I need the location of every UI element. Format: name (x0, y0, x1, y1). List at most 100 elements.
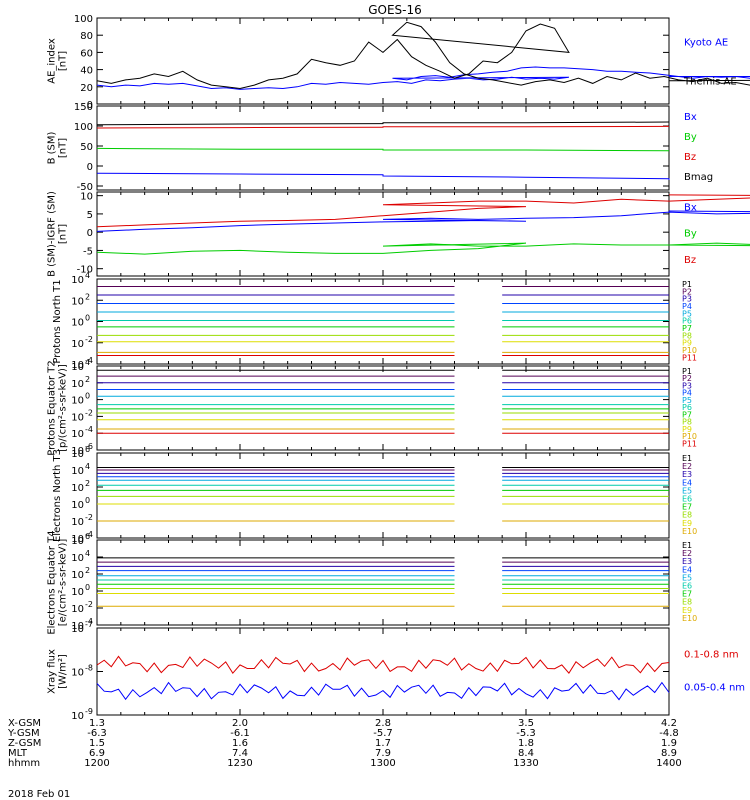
legend-entry: P6 (682, 403, 692, 412)
panel-ee: Electrons Equator T4 [e/(cm²-s-sr-keV)]10… (47, 530, 698, 634)
y-tick-exponent: 4 (85, 271, 90, 280)
y-tick-label: 10 (71, 360, 84, 371)
y-tick-exponent: 2 (85, 566, 90, 575)
ephemeris-value: 1.3 (89, 718, 105, 729)
y-axis-label: [nT] (58, 224, 69, 244)
y-tick-exponent: 6 (85, 532, 90, 541)
panel-frame (96, 278, 670, 365)
xray-series-line (96, 655, 670, 675)
xray-series-line (96, 681, 670, 701)
y-tick-label: 10 (71, 570, 84, 581)
legend-entry: P4 (682, 302, 692, 311)
y-tick-label: 0 (87, 228, 93, 239)
y-tick-label: 10 (71, 604, 84, 615)
legend-entry: P5 (682, 309, 692, 318)
panel-bigrf: B (SM)-IGRF (SM) [nT] -10 -5 0 5 10 Bx By Bz (47, 191, 750, 277)
legend-entry: E7 (682, 590, 692, 599)
legend-entry: E9 (682, 606, 692, 615)
y-tick-label: 10 (71, 711, 84, 722)
y-tick-label: 10 (71, 587, 84, 598)
y-tick-label: 40 (80, 66, 93, 77)
y-axis-label: [nT] (58, 138, 69, 158)
ephemeris-value: -5.7 (373, 728, 393, 739)
legend-entry: P2 (682, 374, 692, 383)
legend-entry: P10 (682, 346, 697, 355)
y-tick-label: 10 (71, 536, 84, 547)
y-tick-label: 10 (71, 275, 84, 286)
ephemeris-value: 3.5 (518, 718, 534, 729)
panel-bsm: B (SM) [nT] -50 0 50 100 150 Bx By Bz Bmag (47, 102, 714, 193)
y-tick-label: 10 (71, 362, 84, 373)
legend-entry: Themis AE (683, 76, 737, 87)
legend-entry: E8 (682, 511, 692, 520)
ephemeris-table: X-GSM 1.3 2.0 2.8 3.5 4.2 Y-GSM -6.3 -6.1 -5.7 -5.… (7, 718, 682, 769)
legend-entry: P8 (682, 331, 692, 340)
y-tick-exponent: -4 (85, 356, 93, 365)
legend-entry: E10 (682, 527, 697, 536)
legend-entry: Bmag (684, 172, 713, 183)
legend-entry: E7 (682, 503, 692, 512)
y-axis-label: Electrons Equator T4 (47, 530, 58, 634)
y-tick-exponent: 0 (85, 314, 90, 323)
series-line-bmag (96, 121, 670, 126)
ephemeris-row-label: Z-GSM (8, 738, 41, 749)
ephemeris-value: -5.3 (516, 728, 536, 739)
legend-entry: 0.05-0.4 nm (684, 683, 745, 694)
y-tick-exponent: 2 (85, 292, 90, 301)
y-tick-label: 10 (71, 429, 84, 440)
ephemeris-value: 7.4 (232, 748, 248, 759)
ephemeris-value: 8.9 (661, 748, 677, 759)
y-tick-label: 10 (71, 621, 84, 632)
ephemeris-row-label: MLT (8, 748, 28, 759)
ephemeris-value: 1300 (370, 758, 395, 769)
legend-entry: Bz (684, 255, 696, 266)
y-tick-exponent: -2 (85, 600, 93, 609)
series-line-bx (96, 172, 670, 180)
ephemeris-value: -4.8 (659, 728, 679, 739)
y-tick-exponent: 6 (85, 445, 90, 454)
panel-frame (96, 17, 670, 105)
legend-entry: P7 (682, 324, 692, 333)
legend-entry: P3 (682, 295, 692, 304)
ephemeris-value: 2.8 (375, 718, 391, 729)
ephemeris-value: 1.6 (232, 738, 248, 749)
legend-entry: E6 (682, 582, 692, 591)
panel-frame (96, 452, 670, 539)
legend-entry: P1 (682, 367, 692, 376)
legend-entry: P2 (682, 287, 692, 296)
y-tick-label: 10 (71, 396, 84, 407)
y-axis-label: B (SM)-IGRF (SM) (47, 191, 58, 277)
y-tick-exponent: -4 (85, 617, 93, 626)
y-tick-exponent: -7 (85, 620, 93, 629)
y-axis-label: Electrons North T3 (52, 449, 63, 542)
legend-entry: E4 (682, 565, 692, 574)
y-tick-exponent: 0 (85, 496, 90, 505)
legend-entry: By (684, 229, 697, 240)
series-line-bz (96, 125, 670, 129)
legend-entry: E3 (682, 557, 692, 566)
y-tick-label: 10 (71, 517, 84, 528)
y-tick-exponent: 4 (85, 549, 90, 558)
legend-entry: E5 (682, 486, 692, 495)
legend-entry: Kyoto AE (684, 37, 728, 48)
y-tick-label: 10 (71, 318, 84, 329)
panel-frame (96, 539, 670, 626)
legend-entry: P11 (682, 353, 697, 362)
y-tick-label: 80 (80, 31, 93, 42)
ephemeris-value: 1230 (227, 758, 252, 769)
y-tick-label: 150 (74, 102, 93, 113)
y-tick-label: -50 (77, 182, 93, 193)
y-tick-exponent: -2 (85, 335, 93, 344)
legend-entry: E9 (682, 519, 692, 528)
panel-frame (96, 627, 670, 716)
y-tick-label: 10 (71, 449, 84, 460)
legend-entry: P8 (682, 418, 692, 427)
y-tick-exponent: 2 (85, 479, 90, 488)
y-tick-label: 5 (87, 210, 93, 221)
y-tick-label: 10 (71, 412, 84, 423)
panel-ae: AE_index [nT] 0 20 40 60 80 100 Kyoto AE Themis A… (47, 14, 750, 111)
legend-entry: Bx (684, 202, 697, 213)
